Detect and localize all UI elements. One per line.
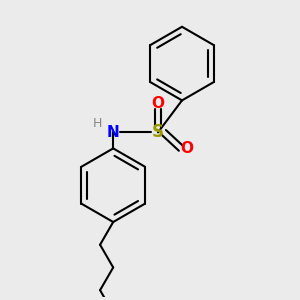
Text: O: O xyxy=(180,141,193,156)
Text: O: O xyxy=(152,96,164,111)
Text: N: N xyxy=(107,125,120,140)
Text: S: S xyxy=(152,123,164,141)
Text: H: H xyxy=(93,117,103,130)
